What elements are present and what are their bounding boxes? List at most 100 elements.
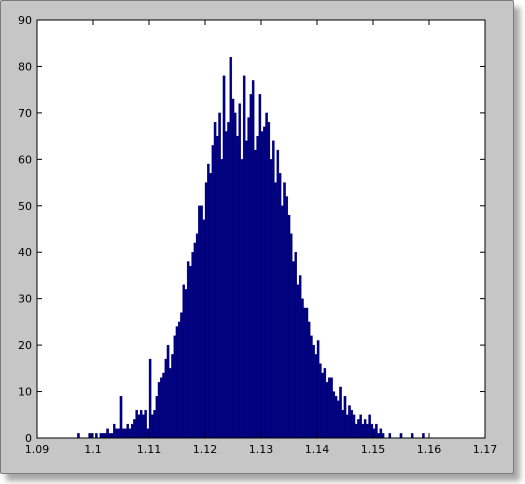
histogram-bar xyxy=(142,414,145,439)
histogram-bar xyxy=(77,433,80,439)
histogram-bar xyxy=(191,252,194,439)
histogram-bar xyxy=(274,182,277,439)
histogram-bar xyxy=(104,433,107,439)
histogram-bar xyxy=(305,307,309,439)
histogram-bar xyxy=(216,135,219,439)
histogram-bar xyxy=(399,433,403,439)
histogram-bar xyxy=(95,433,98,439)
histogram-bar xyxy=(175,326,179,439)
histogram-bar xyxy=(330,377,333,439)
histogram-bar xyxy=(195,233,199,439)
histogram-bar xyxy=(247,117,250,439)
histogram-bar xyxy=(267,122,271,439)
histogram-bar xyxy=(238,103,241,439)
histogram-bar xyxy=(204,182,208,439)
histogram-bar xyxy=(180,312,183,439)
histogram-bar xyxy=(202,219,206,439)
histogram-bar xyxy=(115,428,118,439)
histogram-bar xyxy=(108,433,112,439)
histogram-bar xyxy=(359,414,362,439)
x-tick-label: 1.14 xyxy=(305,443,330,456)
histogram-bar xyxy=(189,266,192,439)
histogram-bar xyxy=(410,433,414,439)
histogram-bar xyxy=(177,321,181,439)
histogram-bar xyxy=(88,433,91,439)
histogram-bar xyxy=(337,400,340,439)
x-tick-label: 1.17 xyxy=(473,443,498,456)
x-tick-label: 1.12 xyxy=(193,443,218,456)
histogram-bar xyxy=(316,340,320,439)
histogram-bar xyxy=(350,409,353,439)
histogram-bar xyxy=(153,409,156,439)
histogram-bar xyxy=(278,173,282,439)
histogram-bar xyxy=(285,196,289,439)
histogram-bar xyxy=(99,433,103,439)
histogram-bar xyxy=(227,122,230,439)
histogram-bar xyxy=(269,159,273,439)
histogram-bar xyxy=(133,419,136,439)
x-tick-label: 1.11 xyxy=(137,443,162,456)
histogram-bar xyxy=(272,140,275,439)
histogram-bar xyxy=(312,344,315,439)
histogram-bar xyxy=(379,428,383,439)
x-axis: 1.09 1.1 1.11 1.12 1.13 1.14 1.15 1.16 1.17 xyxy=(25,20,498,456)
histogram-bar xyxy=(164,358,168,439)
histogram-bar xyxy=(301,298,304,439)
x-tick-label: 1.13 xyxy=(249,443,274,456)
histogram-bar xyxy=(200,205,203,439)
y-tick-label: 10 xyxy=(18,386,32,399)
histogram-bar xyxy=(298,275,302,439)
histogram-bar xyxy=(233,112,237,439)
histogram-bar xyxy=(236,135,239,439)
histogram-bar xyxy=(117,428,121,439)
histogram-bars xyxy=(77,57,425,439)
histogram-bar xyxy=(106,428,109,439)
histogram-bar xyxy=(130,423,134,439)
histogram-bar xyxy=(287,214,291,439)
histogram-bar xyxy=(334,396,338,439)
histogram-bar xyxy=(101,433,105,439)
histogram-bar xyxy=(321,372,324,439)
histogram-bar xyxy=(348,405,351,439)
histogram-bar xyxy=(139,409,143,439)
histogram-bar xyxy=(198,205,201,439)
histogram-bar xyxy=(222,75,226,439)
histogram-bar xyxy=(363,419,367,439)
histogram-bar xyxy=(352,414,356,439)
histogram-bar xyxy=(276,149,280,439)
histogram-bar xyxy=(126,423,129,439)
y-tick-label: 20 xyxy=(18,339,32,352)
histogram-bar xyxy=(339,386,342,439)
histogram-bar xyxy=(258,94,262,439)
histogram-bar xyxy=(218,112,221,439)
histogram-bar xyxy=(256,135,259,439)
histogram-bar xyxy=(310,335,313,439)
histogram-bar xyxy=(184,289,188,439)
histogram-bar xyxy=(213,122,217,439)
histogram-bar xyxy=(229,57,233,439)
histogram-bar xyxy=(186,261,190,439)
histogram-bar xyxy=(325,382,329,439)
histogram-bar xyxy=(231,98,235,439)
histogram-bar xyxy=(377,433,380,439)
histogram-bar xyxy=(182,284,185,439)
histogram-bar xyxy=(375,423,378,439)
histogram-bar xyxy=(162,372,165,439)
y-tick-label: 90 xyxy=(18,14,32,27)
y-tick-label: 40 xyxy=(18,246,32,259)
histogram-bar xyxy=(328,377,331,439)
histogram-bar xyxy=(209,173,212,439)
x-tick-label: 1.1 xyxy=(84,443,102,456)
histogram-bar xyxy=(292,261,295,439)
y-tick-label: 0 xyxy=(25,432,32,445)
histogram-bar xyxy=(354,423,358,439)
histogram-bar xyxy=(211,145,215,439)
histogram-bar xyxy=(155,396,159,439)
histogram-bar xyxy=(345,414,349,439)
y-tick-label: 50 xyxy=(18,200,32,213)
histogram-bar xyxy=(249,94,253,439)
histogram-bar xyxy=(368,414,371,439)
y-axis: 0 10 20 30 40 50 60 70 80 90 xyxy=(18,14,485,445)
histogram-bar xyxy=(323,368,327,439)
histogram-bar xyxy=(144,409,147,439)
